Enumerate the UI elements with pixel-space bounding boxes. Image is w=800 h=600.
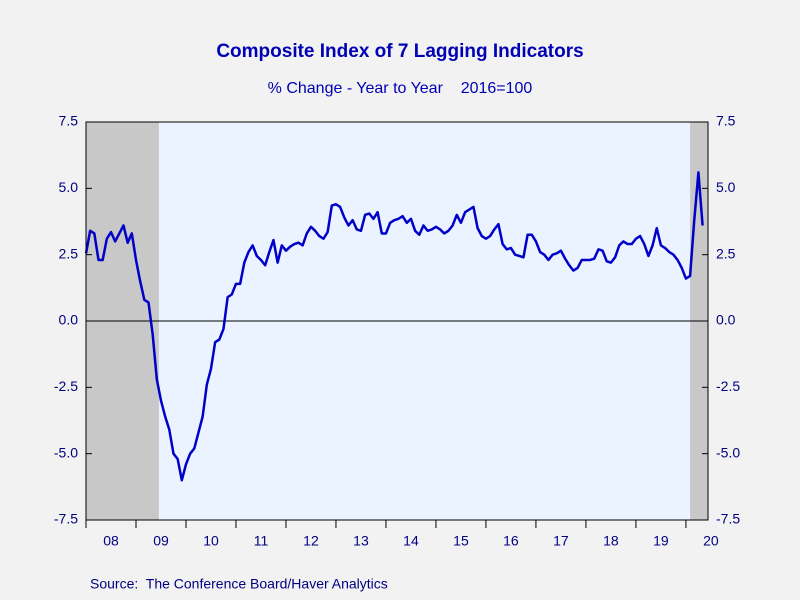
y2-tick-label: -5.0 <box>716 444 740 460</box>
x-tick-label: 14 <box>403 533 419 549</box>
y2-tick-label: 2.5 <box>716 245 736 261</box>
x-tick-label: 20 <box>703 533 719 549</box>
x-tick-label: 09 <box>153 533 169 549</box>
y-tick-label: 2.5 <box>59 245 79 261</box>
source-note: Source: The Conference Board/Haver Analy… <box>90 576 388 592</box>
x-tick-label: 18 <box>603 533 619 549</box>
y-tick-label: -7.5 <box>54 511 78 527</box>
y2-tick-label: 0.0 <box>716 312 736 328</box>
chart-title: Composite Index of 7 Lagging Indicators <box>216 41 583 62</box>
y-tick-label: 7.5 <box>59 113 79 129</box>
y-tick-label: 0.0 <box>59 312 79 328</box>
x-tick-label: 08 <box>103 533 119 549</box>
chart-subtitle: % Change - Year to Year 2016=100 <box>268 80 533 97</box>
y2-tick-label: -2.5 <box>716 378 740 394</box>
x-tick-label: 13 <box>353 533 369 549</box>
x-tick-label: 12 <box>303 533 319 549</box>
y2-tick-label: 5.0 <box>716 179 736 195</box>
x-tick-label: 11 <box>254 533 269 549</box>
y-tick-label: -2.5 <box>54 378 78 394</box>
data-line <box>84 171 704 482</box>
y-tick-label: 5.0 <box>59 179 79 195</box>
x-tick-label: 17 <box>553 533 569 549</box>
x-tick-label: 19 <box>653 533 669 549</box>
plot-frame <box>85 121 709 521</box>
y2-tick-label: 7.5 <box>716 113 736 129</box>
x-tick-label: 15 <box>453 533 469 549</box>
x-tick-label: 16 <box>503 533 519 549</box>
x-tick-label: 10 <box>203 533 219 549</box>
y2-tick-label: -7.5 <box>716 511 740 527</box>
y-tick-label: -5.0 <box>54 444 78 460</box>
